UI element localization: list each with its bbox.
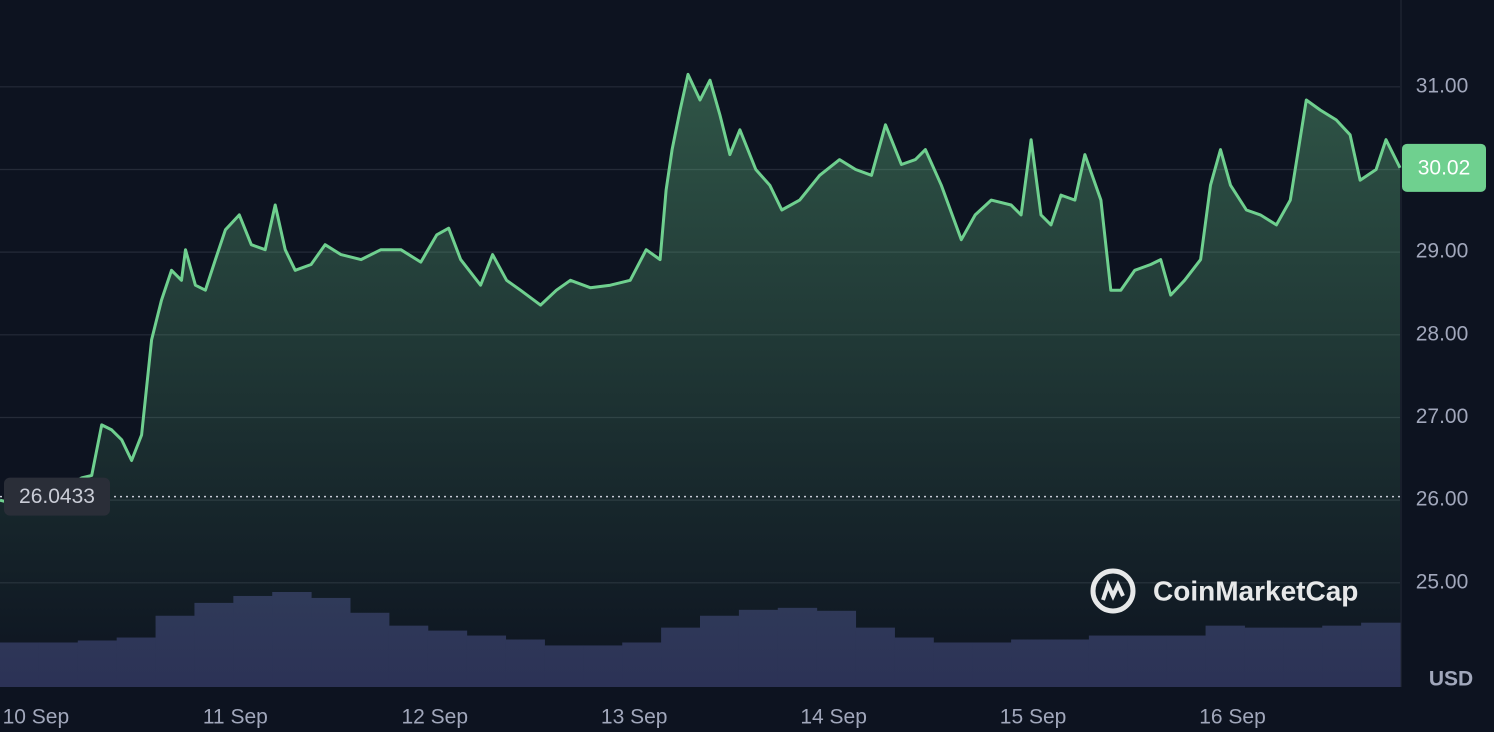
unit-label: USD [1429, 668, 1473, 691]
y-tick-label: 27.00 [1416, 405, 1469, 428]
current-price-label: 30.02 [1418, 156, 1471, 179]
y-tick-label: 25.00 [1416, 570, 1469, 593]
y-tick-label: 26.00 [1416, 488, 1469, 511]
y-tick-label: 29.00 [1416, 240, 1469, 263]
reference-label-box [4, 477, 110, 516]
x-tick-label: 14 Sep [800, 706, 867, 729]
reference-label: 26.0433 [19, 485, 95, 508]
current-price-box [1402, 143, 1486, 192]
x-tick-label: 12 Sep [401, 706, 468, 729]
x-tick-label: 11 Sep [203, 706, 268, 729]
logo [1090, 568, 1136, 614]
price-line [0, 72, 1402, 507]
y-tick-label: 31.00 [1416, 74, 1469, 97]
watermark-text: CoinMarketCap [1153, 575, 1358, 606]
x-tick-label: 13 Sep [601, 706, 668, 729]
watermark: CoinMarketCap [1090, 568, 1358, 614]
x-tick-label: 15 Sep [1000, 706, 1067, 729]
y-tick-label: 28.00 [1416, 322, 1469, 345]
plot [0, 72, 1402, 687]
logo-mark [1101, 579, 1125, 601]
x-tick-label: 10 Sep [3, 706, 70, 729]
area [0, 74, 1400, 687]
x-tick-label: 16 Sep [1199, 706, 1266, 729]
